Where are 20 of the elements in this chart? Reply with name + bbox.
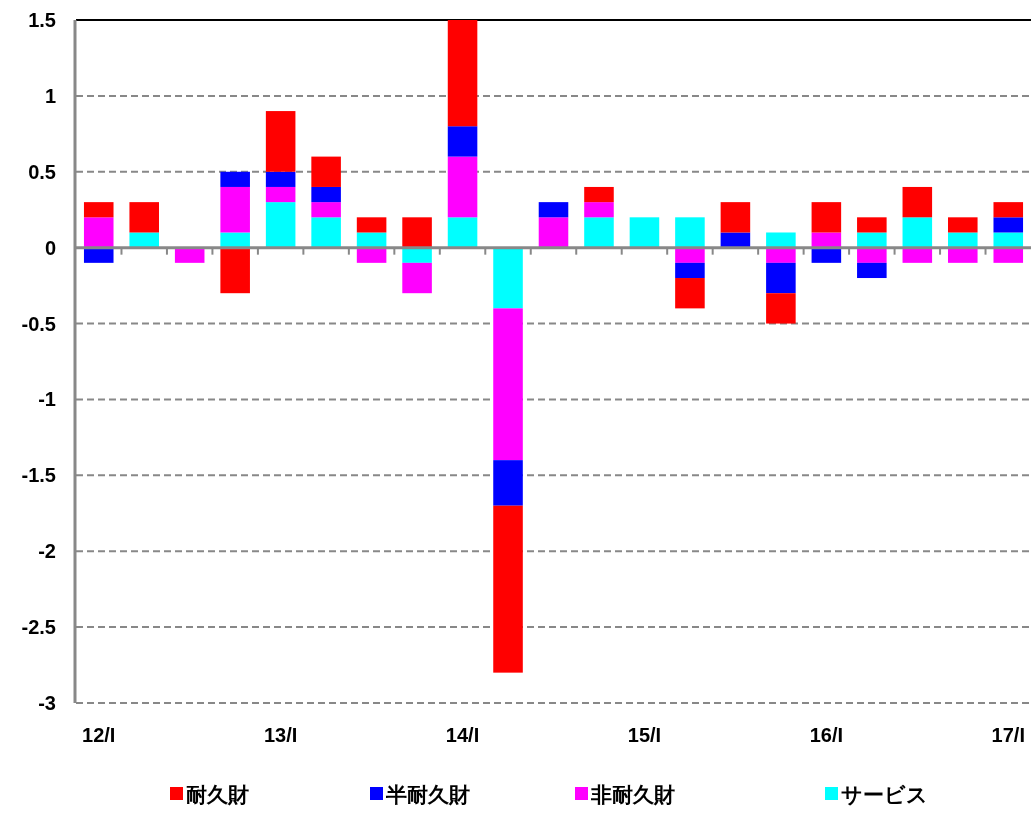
x-tick-label: 14/I	[445, 724, 480, 746]
x-tick-label: 16/I	[809, 724, 844, 746]
y-tick-label: -2.5	[21, 616, 56, 639]
legend-label: 耐久財	[186, 783, 249, 806]
y-tick-label: 0.5	[28, 160, 56, 183]
y-tick-label: 1.5	[28, 9, 56, 31]
legend-label: サービス	[841, 783, 928, 806]
y-tick-label: -1	[38, 388, 56, 411]
y-tick-label: 0	[44, 236, 56, 259]
x-tick-label: 13/I	[263, 724, 298, 746]
x-tick-label: 12/I	[82, 724, 116, 746]
y-tick-label: -2	[38, 540, 56, 563]
y-tick-label: -3	[38, 692, 56, 714]
x-tick-label: 17/I	[991, 724, 1025, 746]
y-tick-label: 1	[44, 84, 56, 107]
y-tick-label: -0.5	[21, 312, 56, 335]
x-tick-label: 15/I	[627, 724, 662, 746]
legend-label: 非耐久財	[590, 783, 675, 806]
y-tick-label: -1.5	[21, 464, 56, 487]
legend-label: 半耐久財	[385, 783, 470, 806]
